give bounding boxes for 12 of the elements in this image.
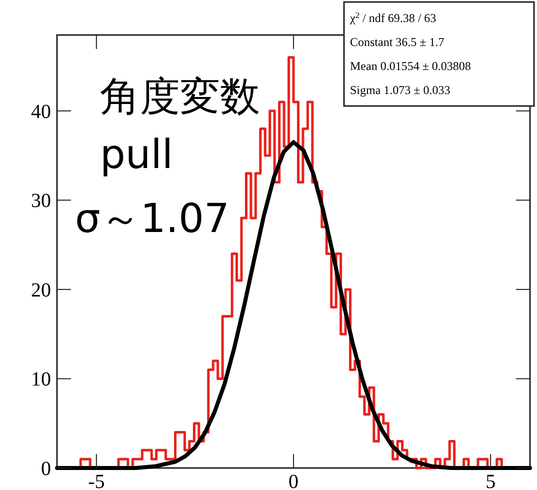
annotation: Sigma 1.073 ± 0.033 bbox=[350, 83, 450, 97]
y-tick-label: 10 bbox=[31, 368, 51, 391]
y-tick-label: 30 bbox=[31, 190, 51, 212]
x-tick-label: 0 bbox=[288, 471, 298, 490]
annotation: Constant 36.5 ± 1.7 bbox=[350, 35, 444, 49]
y-tick-label: 20 bbox=[31, 279, 51, 302]
stats-box: χ$^{2}$ / ndf 69.38 / 63 Constant 36.5 ± 1.7 Mean 0.01554 ± 0.03808 Sigma 1.073 ± 0.033 bbox=[343, 1, 535, 107]
x-tick-label: 5 bbox=[486, 471, 496, 490]
x-tick-label: -5 bbox=[88, 471, 105, 490]
annotation: Mean 0.01554 ± 0.03808 bbox=[350, 59, 471, 73]
text: σ～1.07 bbox=[75, 196, 230, 242]
y-tick-label: 40 bbox=[31, 100, 51, 123]
